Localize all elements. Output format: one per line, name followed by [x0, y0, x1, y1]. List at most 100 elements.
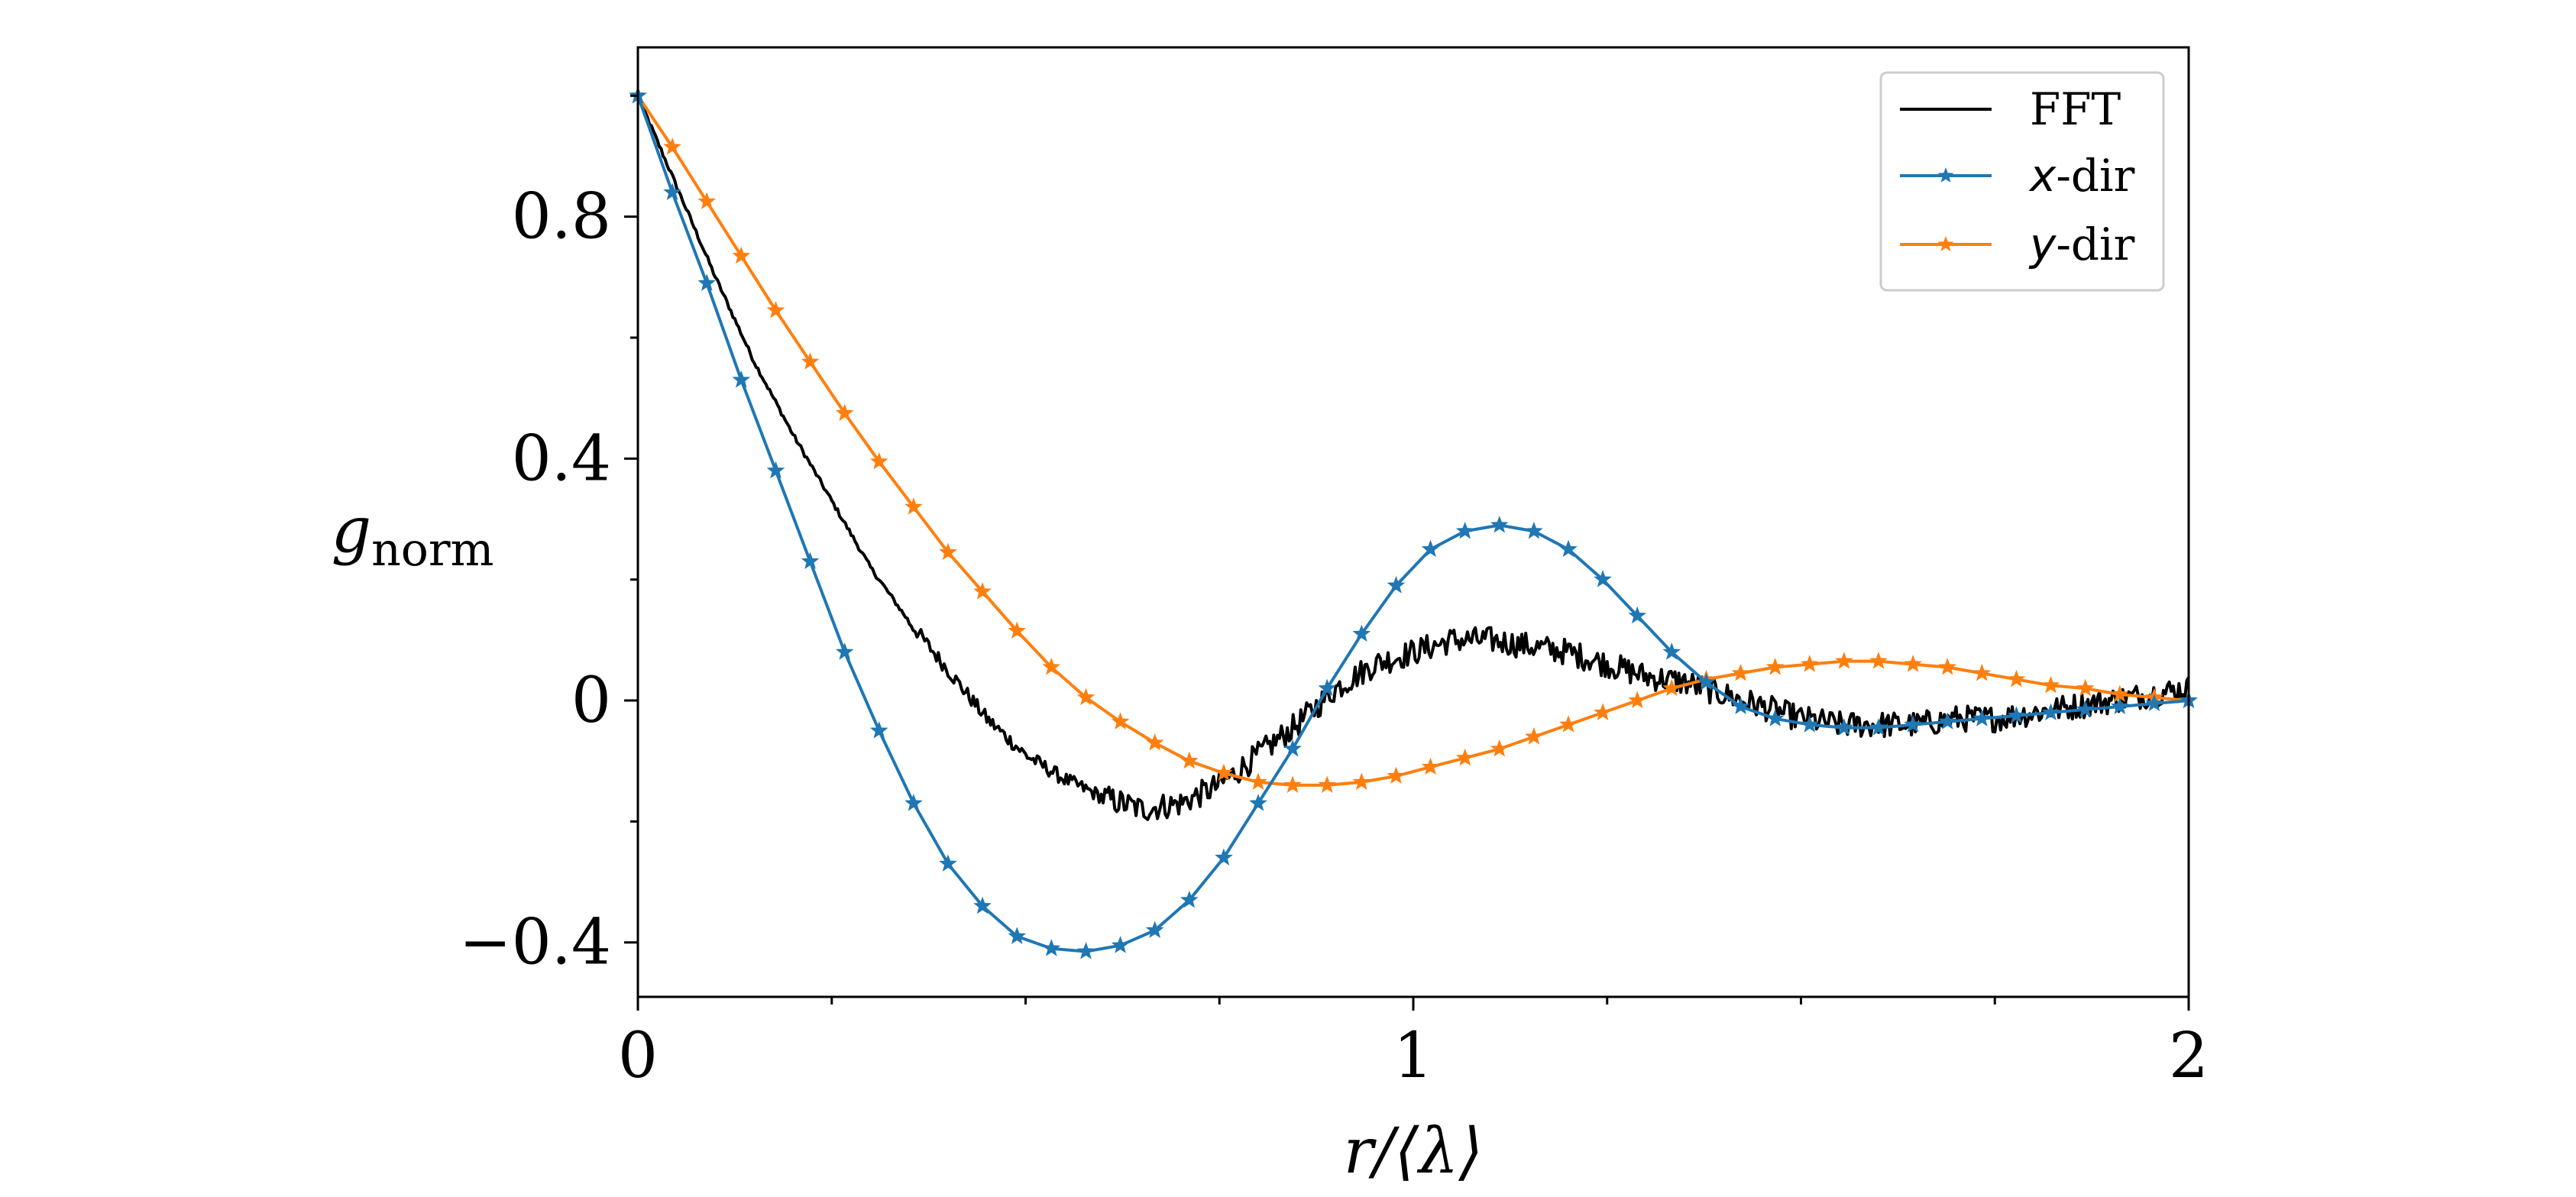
series-line-fft	[636, 95, 2190, 821]
point-x-dir-28	[1594, 570, 1612, 587]
point-x-dir-19	[1283, 739, 1302, 757]
point-y-dir-15	[1145, 733, 1164, 751]
point-y-dir-41	[2041, 675, 2060, 694]
point-y-dir-13	[1076, 687, 1095, 706]
point-x-dir-5	[801, 552, 820, 570]
point-x-dir-18	[1249, 794, 1267, 811]
point-x-dir-14	[1111, 936, 1130, 953]
point-y-dir-10	[973, 582, 992, 600]
x-axis-label: r/⟨λ⟩	[1344, 1115, 1484, 1188]
point-x-dir-23	[1421, 539, 1440, 558]
point-y-dir-42	[2076, 678, 2095, 697]
legend-suffix-y: -dir	[2056, 218, 2134, 270]
y-tick-label-0-4: 0.4	[512, 422, 611, 495]
legend-suffix-x: -dir	[2056, 150, 2134, 202]
point-y-dir-16	[1180, 751, 1199, 769]
legend-entry-y-dir: y-dir	[1900, 218, 2135, 270]
point-y-dir-34	[1800, 655, 1819, 672]
point-x-dir-42	[2076, 700, 2095, 717]
legend: FFT x-dir y-dir	[1879, 71, 2165, 292]
point-x-dir-31	[1697, 672, 1716, 691]
ticks-layer: 0 1 2−0.400.40.8	[459, 94, 2209, 1092]
legend-entry-x-dir: x-dir	[1900, 150, 2135, 202]
point-y-dir-20	[1318, 775, 1337, 793]
x-tick-label-0: 0	[618, 1020, 658, 1092]
legend-entry-fft: FFT	[1900, 83, 2121, 135]
series-layer	[629, 86, 2198, 959]
point-y-dir-22	[1387, 766, 1406, 785]
point-y-dir-23	[1421, 757, 1440, 775]
point-y-dir-18	[1249, 772, 1267, 790]
point-y-dir-4	[766, 300, 785, 319]
point-x-dir-6	[835, 642, 854, 660]
point-x-dir-36	[1869, 718, 1888, 736]
point-y-dir-35	[1835, 652, 1853, 669]
point-x-dir-17	[1215, 848, 1233, 865]
series-line-x-dir	[636, 95, 2189, 953]
point-y-dir-28	[1594, 703, 1612, 720]
point-x-dir-37	[1904, 715, 1922, 733]
point-x-dir-26	[1525, 521, 1543, 539]
point-x-dir-35	[1835, 718, 1853, 736]
legend-label-x-dir: x-dir	[2028, 150, 2135, 202]
point-x-dir-29	[1628, 606, 1647, 624]
point-y-dir-1	[663, 137, 681, 155]
point-y-dir-7	[869, 451, 888, 470]
y-axis-label-subscript: norm	[371, 523, 494, 577]
point-x-dir-9	[939, 854, 957, 872]
y-axis-label-main: g	[332, 494, 372, 567]
point-x-dir-43	[2110, 697, 2129, 715]
x-tick-label-1: 1	[1393, 1020, 1433, 1092]
point-x-dir-2	[697, 273, 717, 291]
series-x-dir	[629, 86, 2198, 959]
point-y-dir-11	[1008, 621, 1027, 639]
point-x-dir-30	[1662, 642, 1681, 660]
point-y-dir-27	[1559, 715, 1578, 733]
point-x-dir-12	[1042, 939, 1061, 956]
point-x-dir-1	[663, 183, 681, 201]
point-y-dir-5	[801, 352, 820, 370]
point-x-dir-11	[1008, 927, 1027, 944]
point-x-dir-41	[2041, 703, 2060, 720]
y-axis-label: gnorm	[332, 494, 494, 577]
point-x-dir-10	[973, 896, 992, 914]
point-y-dir-29	[1628, 691, 1647, 709]
point-y-dir-2	[697, 192, 717, 209]
point-y-dir-14	[1111, 712, 1130, 730]
point-y-dir-3	[732, 246, 751, 264]
point-y-dir-38	[1938, 658, 1957, 675]
point-y-dir-19	[1283, 775, 1302, 793]
legend-box	[1879, 71, 2165, 292]
point-x-dir-16	[1180, 890, 1199, 908]
point-y-dir-37	[1904, 655, 1922, 672]
y-tick-label-0: 0	[571, 665, 611, 737]
point-y-dir-39	[1972, 663, 1992, 681]
point-y-dir-30	[1662, 678, 1681, 697]
point-x-dir-20	[1318, 678, 1337, 697]
point-y-dir-32	[1731, 663, 1750, 681]
point-x-dir-22	[1387, 576, 1406, 594]
point-y-dir-26	[1525, 727, 1543, 745]
point-x-dir-44	[2145, 694, 2163, 712]
point-x-dir-13	[1076, 942, 1095, 959]
point-x-dir-32	[1731, 697, 1750, 715]
point-x-dir-3	[732, 370, 751, 388]
point-y-dir-33	[1765, 658, 1785, 675]
point-x-dir-38	[1938, 712, 1957, 730]
legend-star-marker-y-dir	[1937, 236, 1954, 251]
legend-label-y-dir: y-dir	[2028, 218, 2135, 270]
point-y-dir-36	[1869, 652, 1888, 669]
point-y-dir-24	[1455, 748, 1474, 766]
legend-label-fft: FFT	[2030, 83, 2121, 135]
point-x-dir-33	[1765, 709, 1785, 726]
point-x-dir-34	[1800, 715, 1819, 733]
point-x-dir-40	[2007, 706, 2026, 723]
point-y-dir-9	[939, 542, 957, 561]
point-y-dir-6	[835, 403, 854, 422]
x-tick-label-2: 2	[2169, 1020, 2209, 1092]
series-fft	[636, 95, 2190, 821]
point-x-dir-7	[869, 721, 888, 739]
point-y-dir-40	[2007, 669, 2026, 687]
point-y-dir-8	[905, 497, 923, 515]
